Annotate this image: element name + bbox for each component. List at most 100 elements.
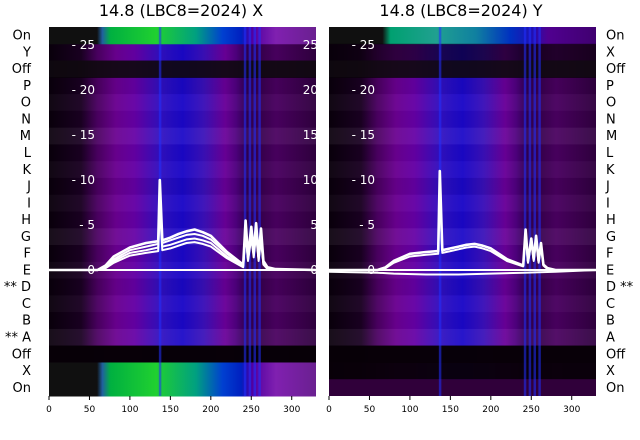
- heatmap-y: [329, 27, 596, 396]
- row-label: M: [20, 129, 31, 144]
- plot-x: 0 0 - 5 5 - 10 10 - 15 15 - 20 20 - 25 250 50 100 150 2…: [21, 27, 330, 415]
- row-shade: [329, 111, 596, 128]
- spike-stripe: [248, 27, 252, 396]
- row-shade: [329, 195, 596, 212]
- row-label: Off: [12, 62, 32, 77]
- row-label: E: [23, 263, 31, 278]
- row-label: H: [21, 213, 31, 228]
- heatmap-x: [49, 27, 316, 396]
- spike-stripe: [523, 27, 527, 396]
- row-label: On: [13, 29, 31, 44]
- row-label: C: [22, 297, 31, 312]
- x-tick-label: 50: [84, 405, 96, 415]
- spike-stripe: [533, 27, 537, 396]
- y-tick-label: - 10: [72, 173, 95, 187]
- row-shade: [49, 312, 316, 329]
- row-label: E: [606, 263, 614, 278]
- row-shade: [49, 245, 316, 262]
- row-shade: [49, 111, 316, 128]
- row-label: I: [606, 196, 610, 211]
- chart-title-x: 14.8 (LBC8=2024) X: [99, 1, 263, 20]
- row-label: L: [24, 146, 32, 161]
- y-tick-label: - 5: [359, 218, 375, 232]
- x-tick-label: 0: [326, 405, 332, 415]
- row-shade: [329, 61, 596, 78]
- row-shade: [49, 195, 316, 212]
- row-shade: [329, 312, 596, 329]
- row-label: O: [606, 96, 616, 111]
- row-label: G: [21, 230, 31, 245]
- heatmap-row: [329, 345, 596, 380]
- row-shade: [49, 61, 316, 78]
- row-label: N: [21, 112, 31, 127]
- y-tick-label: - 15: [72, 128, 95, 142]
- row-shade: [49, 278, 316, 296]
- row-shade: [49, 328, 316, 346]
- row-label: H: [606, 213, 616, 228]
- y-tick-label: - 5: [79, 218, 95, 232]
- spike-stripe: [538, 27, 541, 396]
- row-label: ** A: [5, 330, 31, 345]
- row-label: D **: [606, 280, 634, 295]
- row-shade: [329, 278, 596, 296]
- row-label: O: [21, 96, 31, 111]
- series-line: [49, 206, 316, 271]
- y-tick-label: 10: [303, 173, 318, 187]
- row-label: On: [606, 29, 624, 44]
- x-tick-label: 200: [202, 405, 219, 415]
- row-label: X: [606, 364, 615, 379]
- x-tick-label: 200: [482, 405, 499, 415]
- row-label: X: [606, 45, 615, 60]
- x-tick-label: 250: [523, 405, 540, 415]
- row-label: X: [22, 364, 31, 379]
- x-tick-label: 150: [442, 405, 459, 415]
- row-label: C: [606, 297, 615, 312]
- x-tick-label: 300: [283, 405, 300, 415]
- heatmap-row: [49, 362, 316, 396]
- row-label: F: [606, 247, 613, 262]
- row-label: Off: [606, 347, 626, 362]
- x-tick-label: 100: [401, 405, 418, 415]
- row-label: Off: [606, 62, 626, 77]
- y-tick-label: 25: [303, 38, 318, 52]
- x-tick-label: 100: [121, 405, 138, 415]
- row-label: B: [22, 314, 31, 329]
- x-tick-label: 0: [46, 405, 52, 415]
- row-label: Off: [12, 347, 32, 362]
- y-tick-label: - 20: [352, 83, 375, 97]
- series-line: [329, 188, 596, 271]
- row-label: L: [606, 146, 614, 161]
- y-tick-label: 5: [310, 218, 318, 232]
- x-tick-label: 150: [162, 405, 179, 415]
- row-label: ** D: [4, 280, 31, 295]
- row-label: J: [26, 180, 31, 195]
- row-shade: [49, 295, 316, 312]
- heatmap-row: [329, 379, 596, 396]
- row-shade: [329, 144, 596, 161]
- y-tick-label: - 20: [72, 83, 95, 97]
- y-tick-label: - 25: [352, 38, 375, 52]
- heatmap-row: [49, 345, 316, 363]
- row-label: P: [606, 79, 614, 94]
- row-label: On: [606, 381, 624, 396]
- spike-stripe: [253, 27, 257, 396]
- row-label: K: [22, 163, 31, 178]
- series-line: [328, 269, 597, 276]
- row-shade: [329, 295, 596, 312]
- row-label: N: [606, 112, 616, 127]
- y-tick-label: 15: [303, 128, 318, 142]
- row-label: Y: [22, 45, 31, 60]
- spike-stripe: [258, 27, 261, 396]
- spike-stripe: [528, 27, 532, 396]
- chart-title-y: 14.8 (LBC8=2024) Y: [379, 1, 542, 20]
- row-label: J: [605, 180, 610, 195]
- x-tick-label: 250: [243, 405, 260, 415]
- row-shade: [329, 328, 596, 346]
- row-label: B: [606, 314, 615, 329]
- x-tick-label: 50: [364, 405, 376, 415]
- y-tick-label: 20: [303, 83, 318, 97]
- spike-stripe: [243, 27, 247, 396]
